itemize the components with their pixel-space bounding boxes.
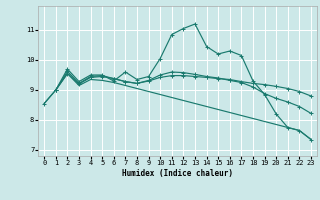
X-axis label: Humidex (Indice chaleur): Humidex (Indice chaleur) — [122, 169, 233, 178]
